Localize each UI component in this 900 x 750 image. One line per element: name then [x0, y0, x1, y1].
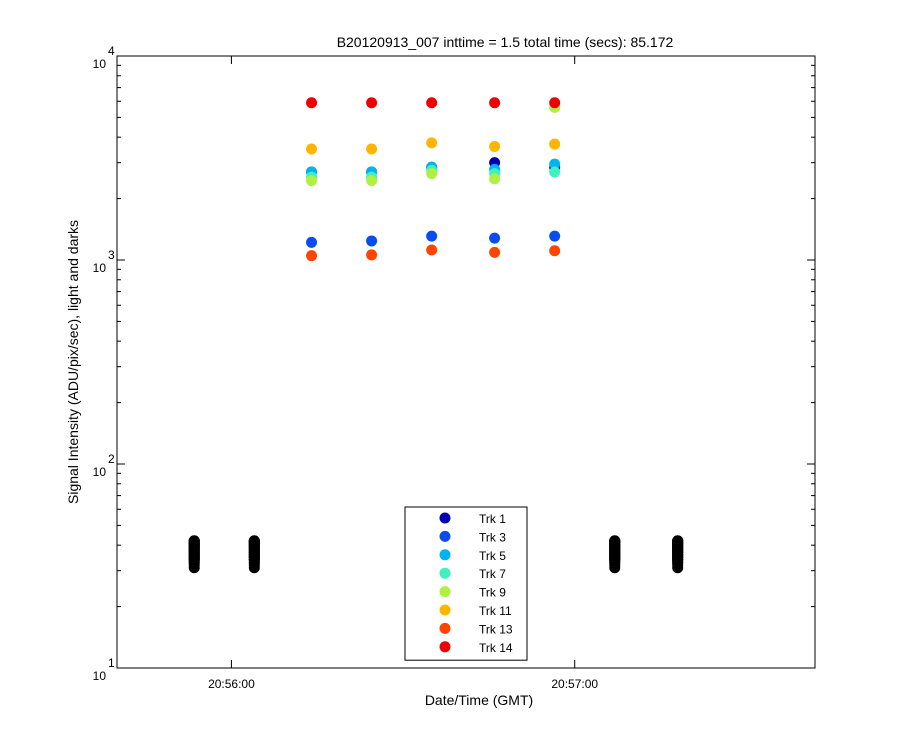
- chart-title: B20120913_007 inttime = 1.5 total time (…: [337, 34, 674, 50]
- light-point: [426, 137, 438, 149]
- light-point: [489, 141, 501, 153]
- legend-label: Trk 3: [479, 530, 506, 544]
- light-point: [306, 143, 318, 155]
- series-trk-14: [188, 97, 684, 563]
- legend-box: [404, 506, 528, 661]
- legend-marker: [439, 549, 451, 561]
- y-tick-label-exponent: 4: [108, 44, 115, 58]
- legend-marker: [439, 586, 451, 598]
- legend: Trk 1 Trk 3 Trk 5 Trk 7 Trk 9 Trk 11 Trk 13 Trk…: [404, 506, 528, 661]
- light-point: [366, 175, 378, 187]
- legend-marker: [439, 530, 451, 542]
- dark-point: [609, 535, 621, 547]
- x-axis-label: Date/Time (GMT): [425, 692, 533, 708]
- legend-label: Trk 1: [479, 512, 506, 526]
- legend-label: Trk 5: [479, 549, 506, 563]
- light-point: [549, 166, 561, 178]
- light-point: [366, 143, 378, 155]
- data-points: [188, 97, 684, 574]
- legend-label: Trk 7: [479, 567, 506, 581]
- light-point: [489, 246, 501, 258]
- dark-point: [248, 535, 260, 547]
- axis-ticks: [117, 56, 815, 669]
- light-point: [549, 158, 561, 170]
- light-point: [489, 173, 501, 185]
- y-tick-label-base: 10: [93, 261, 107, 275]
- light-point: [366, 235, 378, 247]
- y-tick-label-base: 10: [93, 465, 107, 479]
- y-tick-label-exponent: 2: [108, 452, 115, 466]
- y-tick-label-base: 10: [93, 669, 107, 683]
- light-point: [426, 97, 438, 109]
- legend-marker: [439, 604, 451, 616]
- light-point: [426, 168, 438, 180]
- light-point: [426, 230, 438, 242]
- dark-point: [672, 535, 684, 547]
- y-axis-label: Signal Intensity (ADU/pix/sec), light an…: [65, 220, 81, 504]
- legend-label: Trk 11: [479, 604, 512, 618]
- light-point: [549, 138, 561, 150]
- legend-marker: [439, 512, 451, 524]
- legend-label: Trk 13: [479, 622, 513, 636]
- x-tick-label: 20:57:00: [551, 677, 598, 691]
- light-point: [306, 175, 318, 187]
- x-tick-label: 20:56:00: [208, 677, 255, 691]
- y-tick-label-exponent: 3: [108, 248, 115, 262]
- light-point: [306, 236, 318, 248]
- legend-label: Trk 9: [479, 586, 506, 600]
- light-point: [489, 232, 501, 244]
- dark-point: [188, 535, 200, 547]
- y-tick-label-base: 10: [93, 57, 107, 71]
- light-point: [549, 245, 561, 257]
- legend-marker: [439, 622, 451, 634]
- light-point: [549, 97, 561, 109]
- light-point: [366, 97, 378, 109]
- x-tick-labels: 20:56:00 20:57:00: [208, 677, 598, 691]
- y-tick-label-exponent: 1: [108, 656, 115, 670]
- light-point: [426, 244, 438, 256]
- light-point: [489, 97, 501, 109]
- light-point: [549, 230, 561, 242]
- legend-marker: [439, 567, 451, 579]
- light-point: [366, 249, 378, 261]
- light-point: [306, 250, 318, 262]
- legend-label: Trk 14: [479, 641, 513, 655]
- legend-marker: [439, 641, 451, 653]
- light-point: [306, 97, 318, 109]
